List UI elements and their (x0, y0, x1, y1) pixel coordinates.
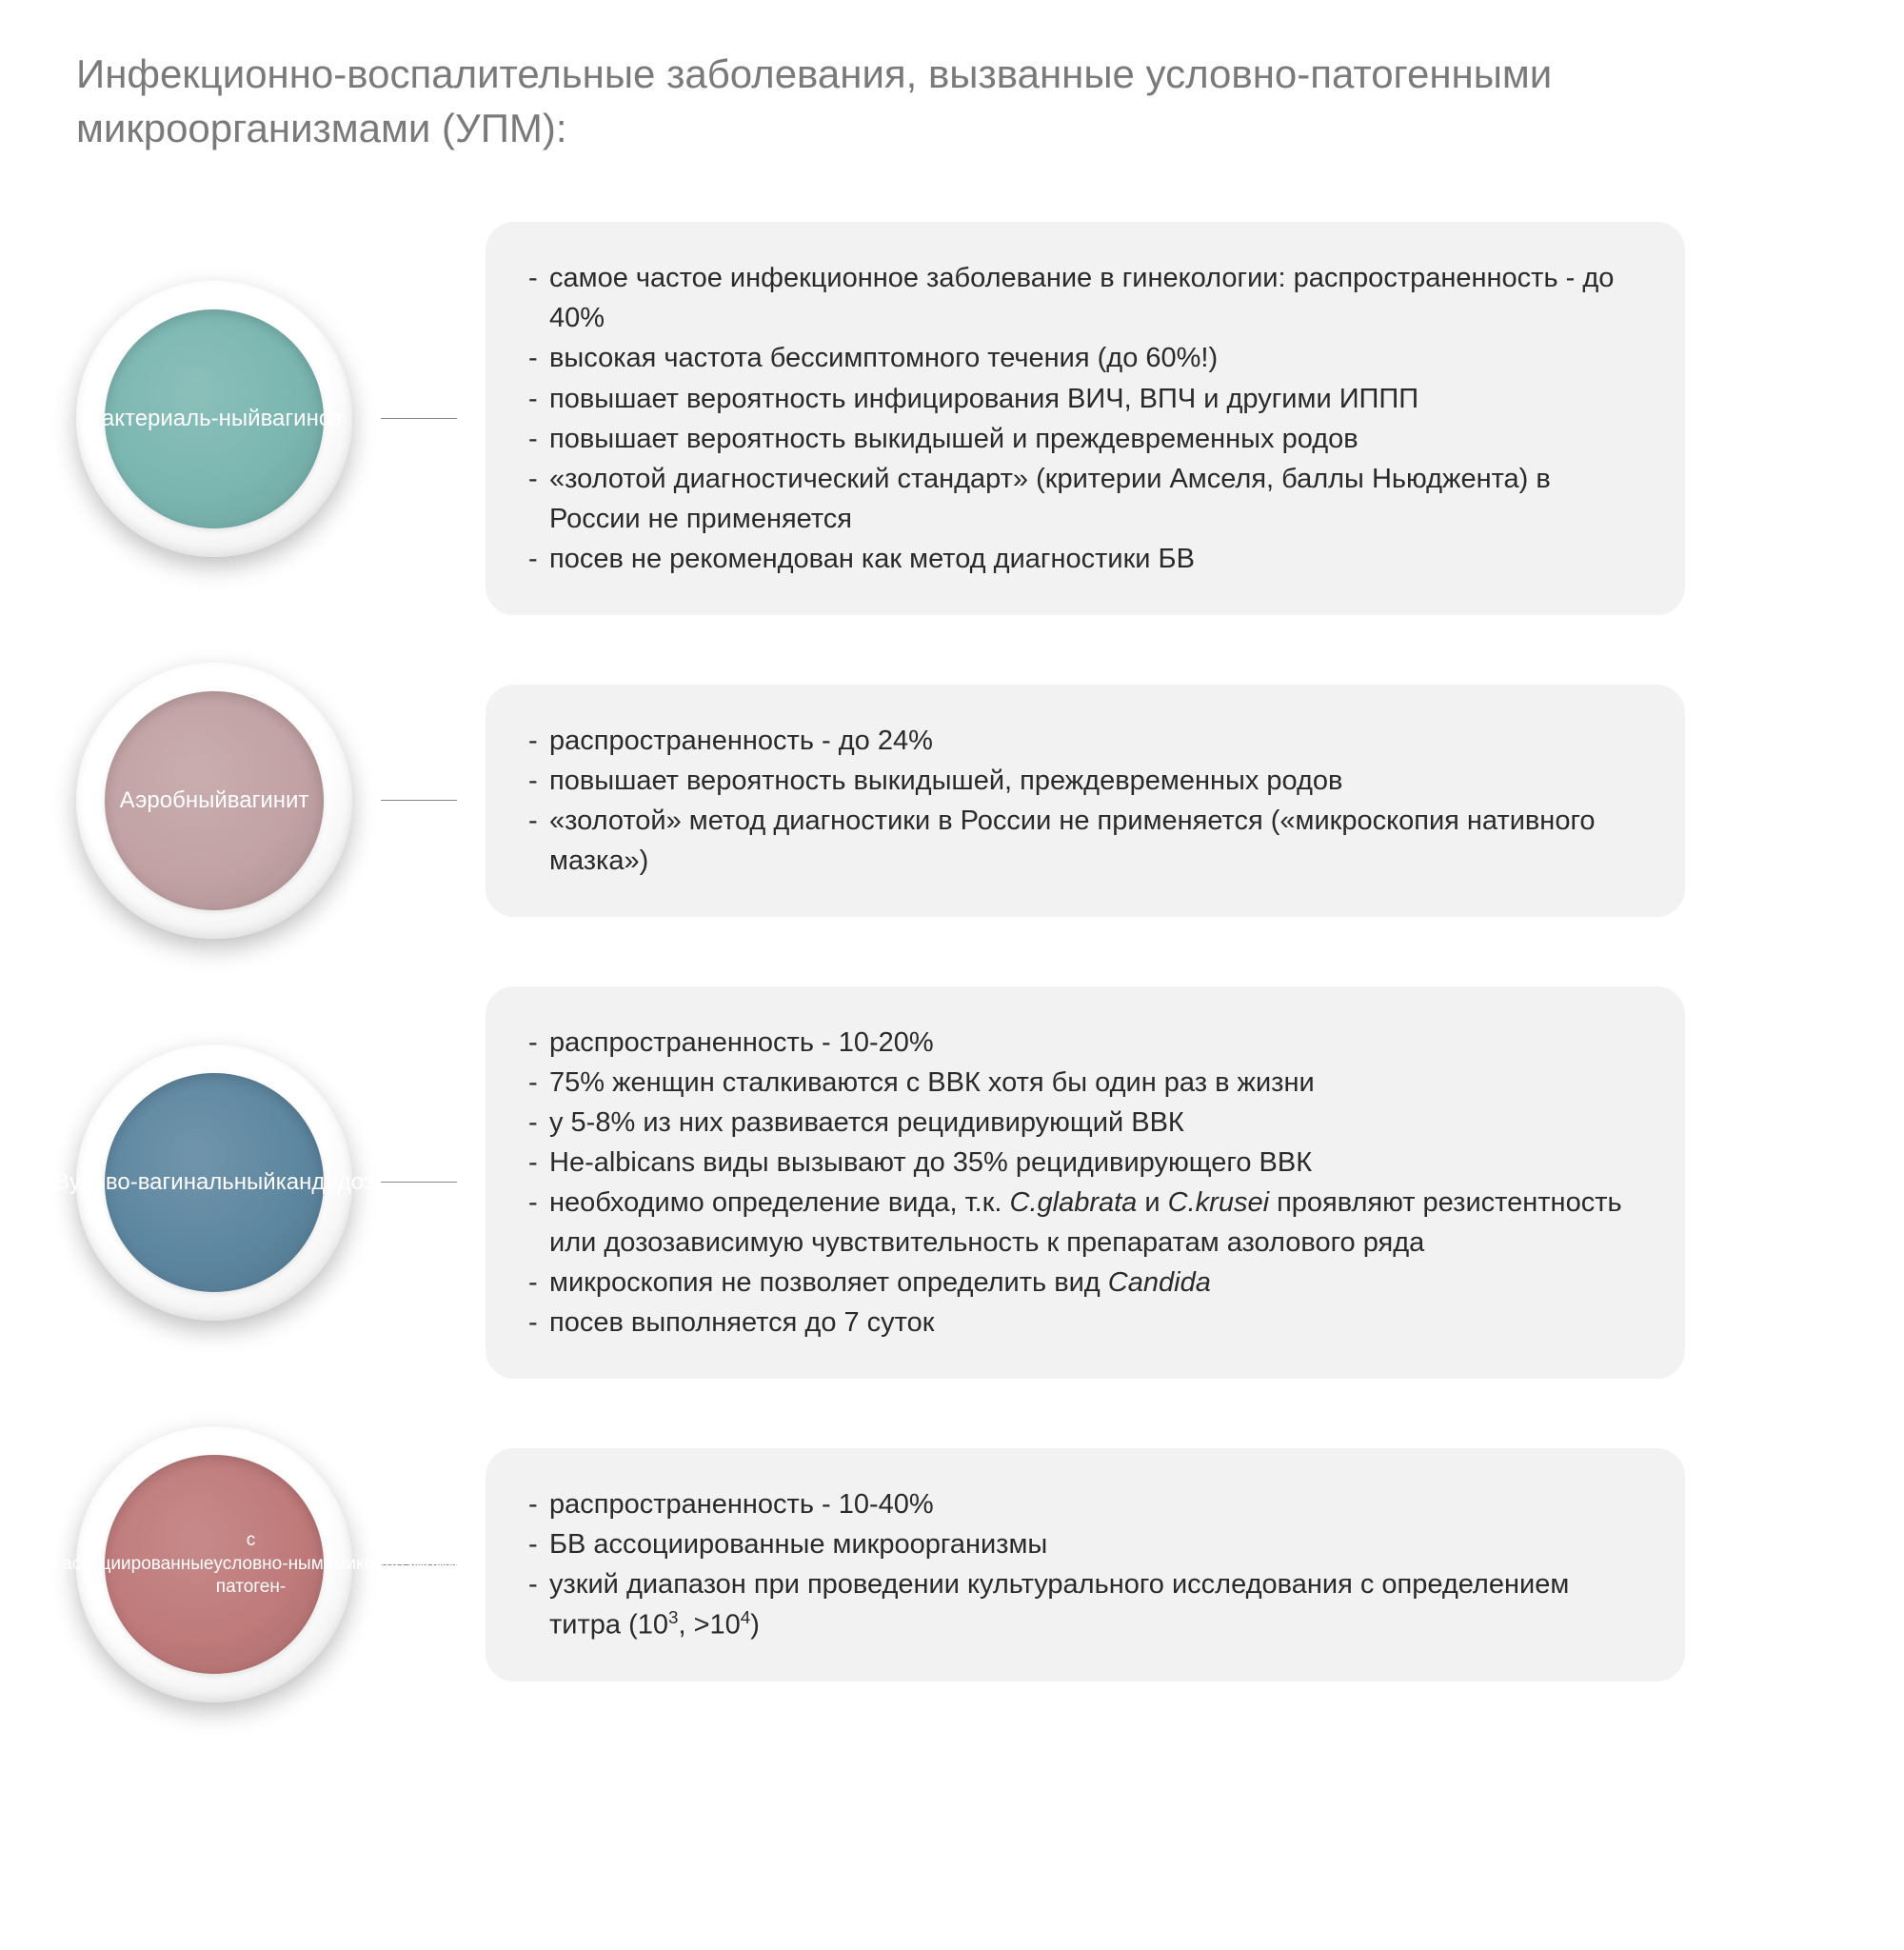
description-item: Не-albicans виды вызывают до 35% рецидив… (528, 1143, 1642, 1183)
circle-label-line: вагинит (228, 786, 309, 815)
description-item: повышает вероятность выкидышей и преждев… (528, 419, 1642, 459)
description-item: повышает вероятность выкидышей, преждевр… (528, 761, 1642, 801)
circle-label-line: ный (219, 404, 261, 433)
circle-inner: Вульво-вагинальныйкандидоз (105, 1073, 324, 1292)
circle-inner: Инфекции,ассоциированныес условно-патоге… (105, 1455, 324, 1674)
description-item: микроскопия не позволяет определить вид … (528, 1263, 1642, 1303)
description-list: распространенность - 10-40%БВ ассоцииров… (528, 1484, 1642, 1645)
description-item: узкий диапазон при проведении культураль… (528, 1564, 1642, 1645)
description-list: распространенность - до 24%повышает веро… (528, 721, 1642, 881)
description-box: самое частое инфекционное заболевание в … (486, 222, 1685, 614)
description-item: посев не рекомендован как метод диагност… (528, 539, 1642, 579)
circle-wrapper: Вульво-вагинальныйкандидоз (76, 1045, 352, 1321)
circle-inner: Аэробныйвагинит (105, 691, 324, 910)
connector-line (381, 800, 457, 801)
description-item: у 5-8% из них развивается рецидивирующий… (528, 1103, 1642, 1143)
description-item: самое частое инфекционное заболевание в … (528, 258, 1642, 338)
circle-label-line: кандидоз (276, 1167, 374, 1197)
description-list: самое частое инфекционное заболевание в … (528, 258, 1642, 578)
page-title: Инфекционно-воспалительные заболевания, … (76, 48, 1695, 155)
connector-line (381, 418, 457, 419)
description-item: распространенность - до 24% (528, 721, 1642, 761)
circle-wrapper: Аэробныйвагинит (76, 663, 352, 939)
circle-outer: Бактериаль-ныйвагиноз (76, 281, 352, 557)
description-item: БВ ассоциированные микроорганизмы (528, 1524, 1642, 1564)
description-item: распространенность - 10-40% (528, 1484, 1642, 1524)
circle-label-line: Бактериаль- (87, 404, 219, 433)
circle-inner: Бактериаль-ныйвагиноз (105, 309, 324, 528)
description-box: распространенность - до 24%повышает веро… (486, 685, 1685, 917)
circle-wrapper: Бактериаль-ныйвагиноз (76, 281, 352, 557)
items-container: Бактериаль-ныйвагиноз самое частое инфекц… (76, 222, 1828, 1702)
circle-label-line: Аэробный (120, 786, 228, 815)
description-item: распространенность - 10-20% (528, 1023, 1642, 1063)
circle-wrapper: Инфекции,ассоциированныес условно-патоге… (76, 1426, 352, 1702)
circle-label-line: вагиноз (261, 404, 342, 433)
connector-line (381, 1182, 457, 1183)
circle-label-line: с условно-патоген- (213, 1529, 288, 1600)
item-row-2: Вульво-вагинальныйкандидоз распространенн… (76, 986, 1828, 1379)
description-item: «золотой» метод диагностики в России не … (528, 801, 1642, 881)
circle-label-line: Вульво- (54, 1167, 138, 1197)
description-item: «золотой диагностический стандарт» (крит… (528, 459, 1642, 539)
item-row-1: Аэробныйвагинит распространенность - до 2… (76, 663, 1828, 939)
circle-label-line: ными (288, 1553, 334, 1577)
item-row-3: Инфекции,ассоциированныес условно-патоге… (76, 1426, 1828, 1702)
circle-outer: Инфекции,ассоциированныес условно-патоге… (76, 1426, 352, 1702)
description-item: посев выполняется до 7 суток (528, 1303, 1642, 1343)
circle-label-line: Инфекции, (0, 1553, 62, 1577)
circle-label-line: ассоциированные (62, 1553, 213, 1577)
item-row-0: Бактериаль-ныйвагиноз самое частое инфекц… (76, 222, 1828, 614)
description-list: распространенность - 10-20%75% женщин ст… (528, 1023, 1642, 1343)
circle-label-line: вагинальный (138, 1167, 276, 1197)
circle-outer: Вульво-вагинальныйкандидоз (76, 1045, 352, 1321)
circle-label-line: микоплазмами (333, 1553, 458, 1577)
description-item: 75% женщин сталкиваются с ВВК хотя бы од… (528, 1063, 1642, 1103)
description-box: распространенность - 10-40%БВ ассоцииров… (486, 1448, 1685, 1681)
description-item: необходимо определение вида, т.к. C.glab… (528, 1183, 1642, 1263)
description-box: распространенность - 10-20%75% женщин ст… (486, 986, 1685, 1379)
description-item: повышает вероятность инфицирования ВИЧ, … (528, 379, 1642, 419)
circle-outer: Аэробныйвагинит (76, 663, 352, 939)
description-item: высокая частота бессимптомного течения (… (528, 338, 1642, 378)
